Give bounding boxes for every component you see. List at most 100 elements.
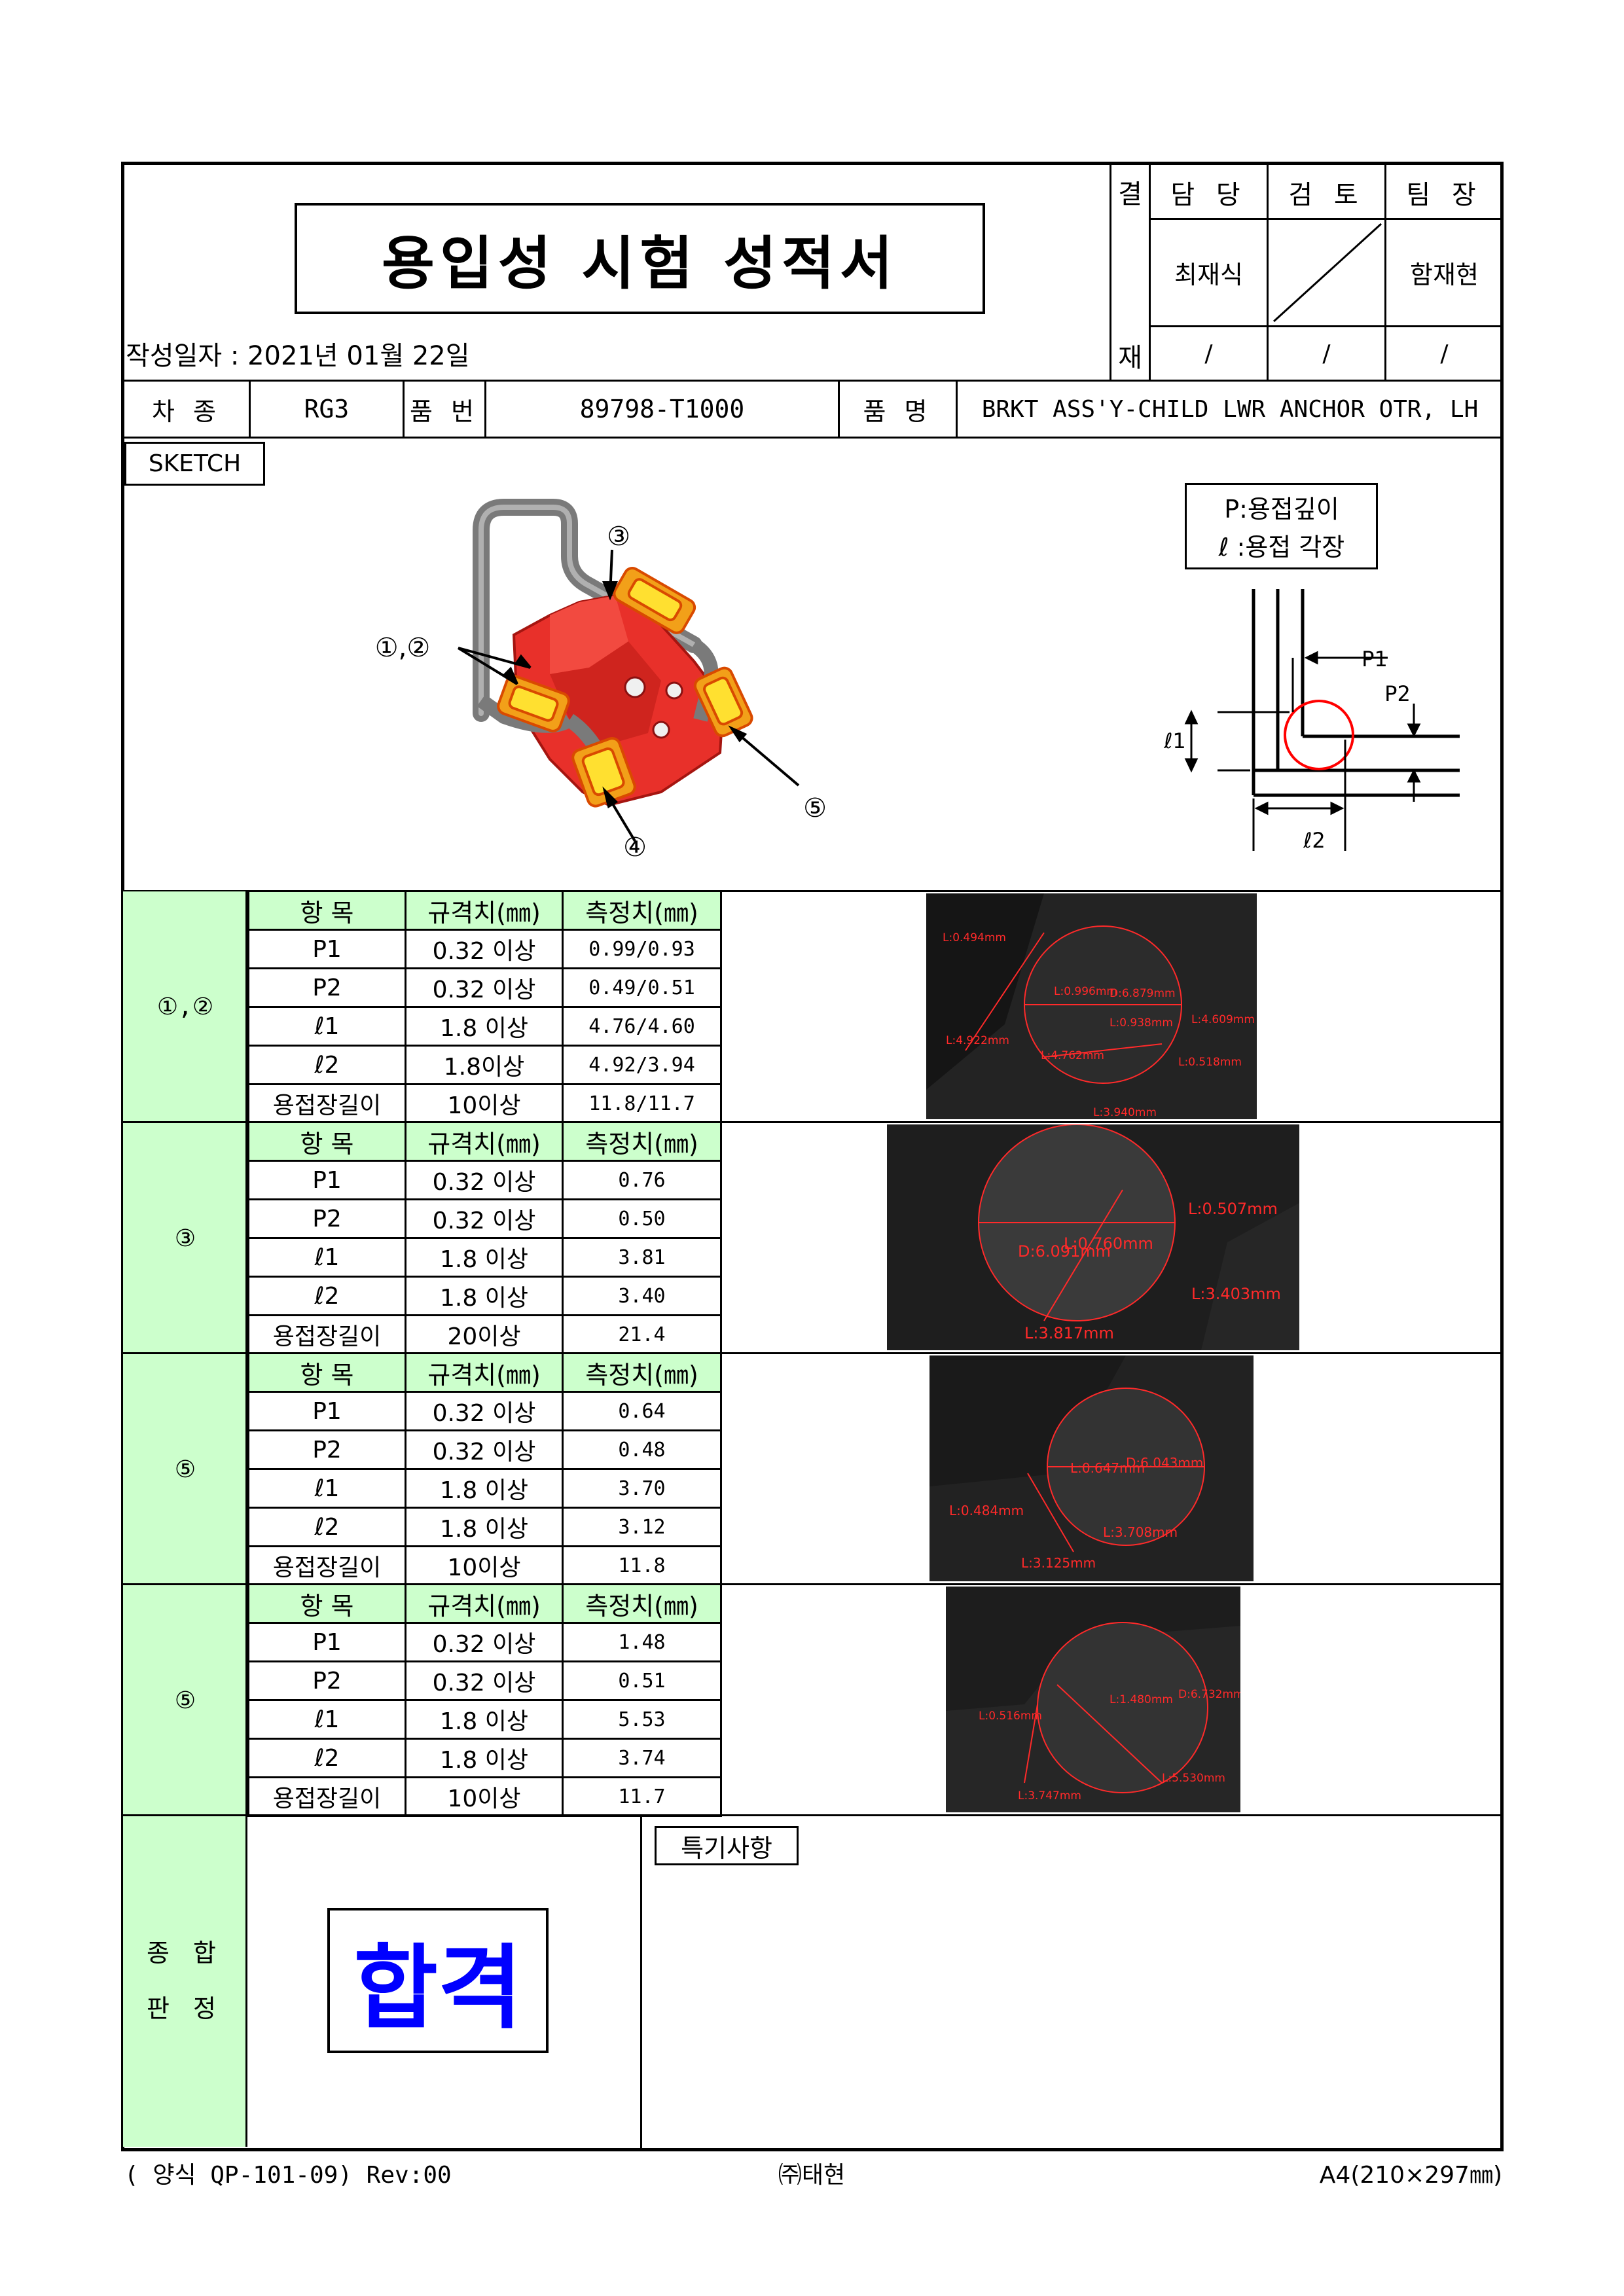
table-row: ℓ1 1.8 이상 3.70	[247, 1468, 722, 1509]
photo-annotation: L:3.125mm	[1021, 1555, 1096, 1571]
row-item: ℓ1	[247, 1468, 406, 1509]
row-item: P2	[247, 967, 406, 1008]
row-item: P2	[247, 1429, 406, 1470]
row-spec: 0.32 이상	[405, 1429, 564, 1470]
photo-annotation: L:3.817mm	[1024, 1324, 1114, 1342]
row-spec: 1.8 이상	[405, 1006, 564, 1047]
footer-company: ㈜태현	[778, 2162, 846, 2189]
remarks-label: 특기사항	[655, 1826, 799, 1865]
photo-annotation: L:0.494mm	[943, 931, 1006, 944]
verdict-label-line2: 판 정	[147, 1994, 224, 2023]
sketch-label: SKETCH	[124, 442, 265, 486]
row-measured: 11.7	[562, 1776, 722, 1817]
row-spec: 1.8 이상	[405, 1468, 564, 1509]
measurement-table: 항 목 규격치(㎜) 측정치(㎜) P1 0.32 이상 0.64 P2 0.32 이상 0…	[247, 1352, 722, 1586]
header-measured: 측정치(㎜)	[562, 1583, 722, 1624]
table-row: P1 0.32 이상 1.48	[247, 1622, 722, 1662]
section-label-cell	[123, 891, 247, 1122]
table-row: ℓ2 1.8 이상 3.40	[247, 1276, 722, 1316]
row-item: P1	[247, 1391, 406, 1431]
table-row: ℓ2 1.8 이상 3.74	[247, 1738, 722, 1778]
section-label-cell	[123, 1585, 247, 1816]
row-item: ℓ1	[247, 1237, 406, 1278]
row-measured: 3.70	[562, 1468, 722, 1509]
legend-box	[1185, 483, 1378, 569]
verdict-result: 합격	[353, 1935, 522, 2042]
row-spec: 20이상	[405, 1314, 564, 1355]
row-measured: 11.8/11.7	[562, 1083, 722, 1124]
measurement-table: 항 목 규격치(㎜) 측정치(㎜) P1 0.32 이상 0.99/0.93 P2 0.3…	[247, 890, 722, 1124]
row-spec: 0.32 이상	[405, 1622, 564, 1662]
row-measured: 5.53	[562, 1699, 722, 1740]
photo-annotation: D:6.732mm	[1178, 1688, 1240, 1701]
legend-p: P:용접깊이	[1224, 494, 1339, 524]
row-spec: 10이상	[405, 1776, 564, 1817]
row-item: P2	[247, 1198, 406, 1239]
row-measured: 3.40	[562, 1276, 722, 1316]
row-item: 용접장길이	[247, 1545, 406, 1586]
part-no-label: 품 번	[410, 397, 479, 426]
table-row: P1 0.32 이상 0.64	[247, 1391, 722, 1431]
footer-paper-size: A4(210×297㎜)	[1319, 2162, 1502, 2189]
header-item: 항 목	[247, 1121, 406, 1162]
measurement-table: 항 목 규격치(㎜) 측정치(㎜) P1 0.32 이상 0.76 P2 0.32 이상 0…	[247, 1121, 722, 1355]
verdict-label-line1: 종 합	[147, 1938, 224, 1967]
section-label-cell	[123, 1354, 247, 1585]
table-row: ℓ2 1.8이상 4.92/3.94	[247, 1045, 722, 1085]
part-sketch-image	[457, 499, 800, 842]
divider	[403, 380, 405, 437]
row-item: P1	[247, 929, 406, 969]
photo-annotation: L:4.762mm	[1041, 1049, 1104, 1062]
diagram-p2: P2	[1384, 681, 1411, 706]
divider	[123, 380, 1502, 382]
row-item: P1	[247, 1160, 406, 1200]
divider	[123, 1814, 1502, 1816]
header-item: 항 목	[247, 890, 406, 931]
table-row: ℓ1 1.8 이상 5.53	[247, 1699, 722, 1740]
weld-section-photo: L:0.494mm L:0.996mm D:6.879mm L:0.938mm …	[926, 893, 1257, 1119]
approval-date-manager: /	[1204, 340, 1213, 367]
row-spec: 10이상	[405, 1545, 564, 1586]
table-row: ℓ1 1.8 이상 4.76/4.60	[247, 1006, 722, 1047]
table-row: 용접장길이 10이상 11.8/11.7	[247, 1083, 722, 1124]
divider	[1110, 164, 1111, 380]
divider	[956, 380, 958, 437]
approval-blank-slash	[1272, 223, 1382, 323]
footer-form-no: ( 양식 QP-101-09) Rev:00	[124, 2162, 452, 2189]
divider	[123, 1121, 1502, 1123]
callout-5: ⑤	[803, 793, 827, 823]
header-item: 항 목	[247, 1583, 406, 1624]
photo-annotation: L:3.403mm	[1191, 1285, 1281, 1303]
table-row: P2 0.32 이상 0.49/0.51	[247, 967, 722, 1008]
row-item: P1	[247, 1622, 406, 1662]
weld-section-photo: L:0.647mm D:6.043mm L:0.484mm L:3.708mm …	[929, 1355, 1254, 1581]
table-row: 용접장길이 10이상 11.8	[247, 1545, 722, 1586]
part-no-value: 89798-T1000	[579, 395, 745, 423]
row-measured: 21.4	[562, 1314, 722, 1355]
approval-name-team-leader: 함재현	[1410, 260, 1479, 289]
section-label: ⑤	[174, 1456, 196, 1483]
row-measured: 3.74	[562, 1738, 722, 1778]
photo-annotation: L:0.484mm	[949, 1503, 1024, 1518]
approval-header-manager: 담 당	[1170, 180, 1247, 210]
callout-3: ③	[607, 522, 630, 552]
callout-1-2: ①,②	[374, 633, 431, 663]
divider	[1149, 218, 1502, 220]
row-measured: 3.81	[562, 1237, 722, 1278]
header-spec: 규격치(㎜)	[405, 1121, 564, 1162]
table-row: P2 0.32 이상 0.51	[247, 1660, 722, 1701]
measurement-table: 항 목 규격치(㎜) 측정치(㎜) P1 0.32 이상 1.48 P2 0.32 이상 0…	[247, 1583, 722, 1817]
row-measured: 0.49/0.51	[562, 967, 722, 1008]
photo-annotation: L:0.647mm	[1070, 1460, 1146, 1476]
row-measured: 0.51	[562, 1660, 722, 1701]
table-row: P2 0.32 이상 0.50	[247, 1198, 722, 1239]
row-spec: 0.32 이상	[405, 1198, 564, 1239]
table-row: ℓ1 1.8 이상 3.81	[247, 1237, 722, 1278]
photo-annotation: D:6.091mm	[1018, 1242, 1111, 1261]
row-item: 용접장길이	[247, 1314, 406, 1355]
table-row: P1 0.32 이상 0.99/0.93	[247, 929, 722, 969]
row-measured: 0.64	[562, 1391, 722, 1431]
divider	[1384, 164, 1386, 380]
callout-4: ④	[623, 833, 647, 863]
approval-date-team-leader: /	[1440, 340, 1449, 367]
